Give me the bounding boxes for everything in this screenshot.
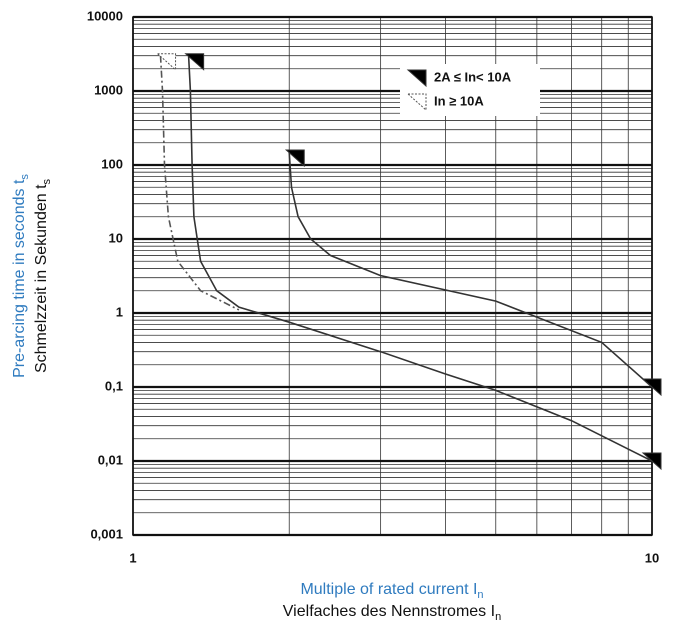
- x-axis-title-sub: n: [477, 589, 483, 601]
- y-tick-label: 0,01: [98, 452, 123, 467]
- x-axis-title-de: Vielfaches des Nennstromes In: [283, 603, 501, 623]
- y-tick-label: 10000: [87, 8, 123, 23]
- x-axis-title-de-text: Vielfaches des Nennstromes I: [283, 603, 495, 620]
- curve: [187, 55, 653, 462]
- y-tick-label: 100: [101, 156, 123, 171]
- y-axis-title-sub: s: [19, 174, 31, 180]
- y-tick-label: 1: [116, 304, 123, 319]
- curve-marker: [641, 378, 662, 397]
- y-tick-label: 10: [109, 230, 123, 245]
- y-axis-title-de: Schmelzzeit in Sekunden ts: [33, 178, 53, 373]
- y-tick-label: 0,1: [105, 378, 123, 393]
- x-tick-label: 10: [645, 550, 659, 565]
- legend-marker: [406, 93, 427, 112]
- y-axis-title-text: Pre-arcing time in seconds t: [11, 179, 28, 378]
- legend: 2A ≤ In< 10A In ≥ 10A: [400, 64, 540, 116]
- curve-marker: [641, 452, 662, 471]
- y-axis-title-de-sub: s: [41, 178, 53, 184]
- y-axis-title: Pre-arcing time in seconds ts: [11, 174, 31, 378]
- legend-label: 2A ≤ In< 10A: [434, 69, 512, 84]
- curve-marker: [184, 53, 205, 71]
- x-axis-title: Multiple of rated current In: [300, 581, 483, 601]
- y-tick-label: 0,001: [90, 526, 123, 541]
- y-tick-label: 1000: [94, 82, 123, 97]
- curve: [159, 55, 240, 311]
- x-tick-label: 1: [129, 550, 136, 565]
- curve: [288, 151, 653, 388]
- y-axis-title-de-text: Schmelzzeit in Sekunden t: [33, 184, 50, 373]
- x-axis-title-de-sub: n: [495, 611, 501, 623]
- curve-marker: [156, 53, 177, 71]
- curve-marker: [284, 149, 305, 168]
- legend-label: In ≥ 10A: [434, 93, 484, 108]
- plot-frame: [132, 16, 653, 536]
- legend-marker: [406, 69, 427, 88]
- x-axis-title-text: Multiple of rated current I: [300, 581, 477, 598]
